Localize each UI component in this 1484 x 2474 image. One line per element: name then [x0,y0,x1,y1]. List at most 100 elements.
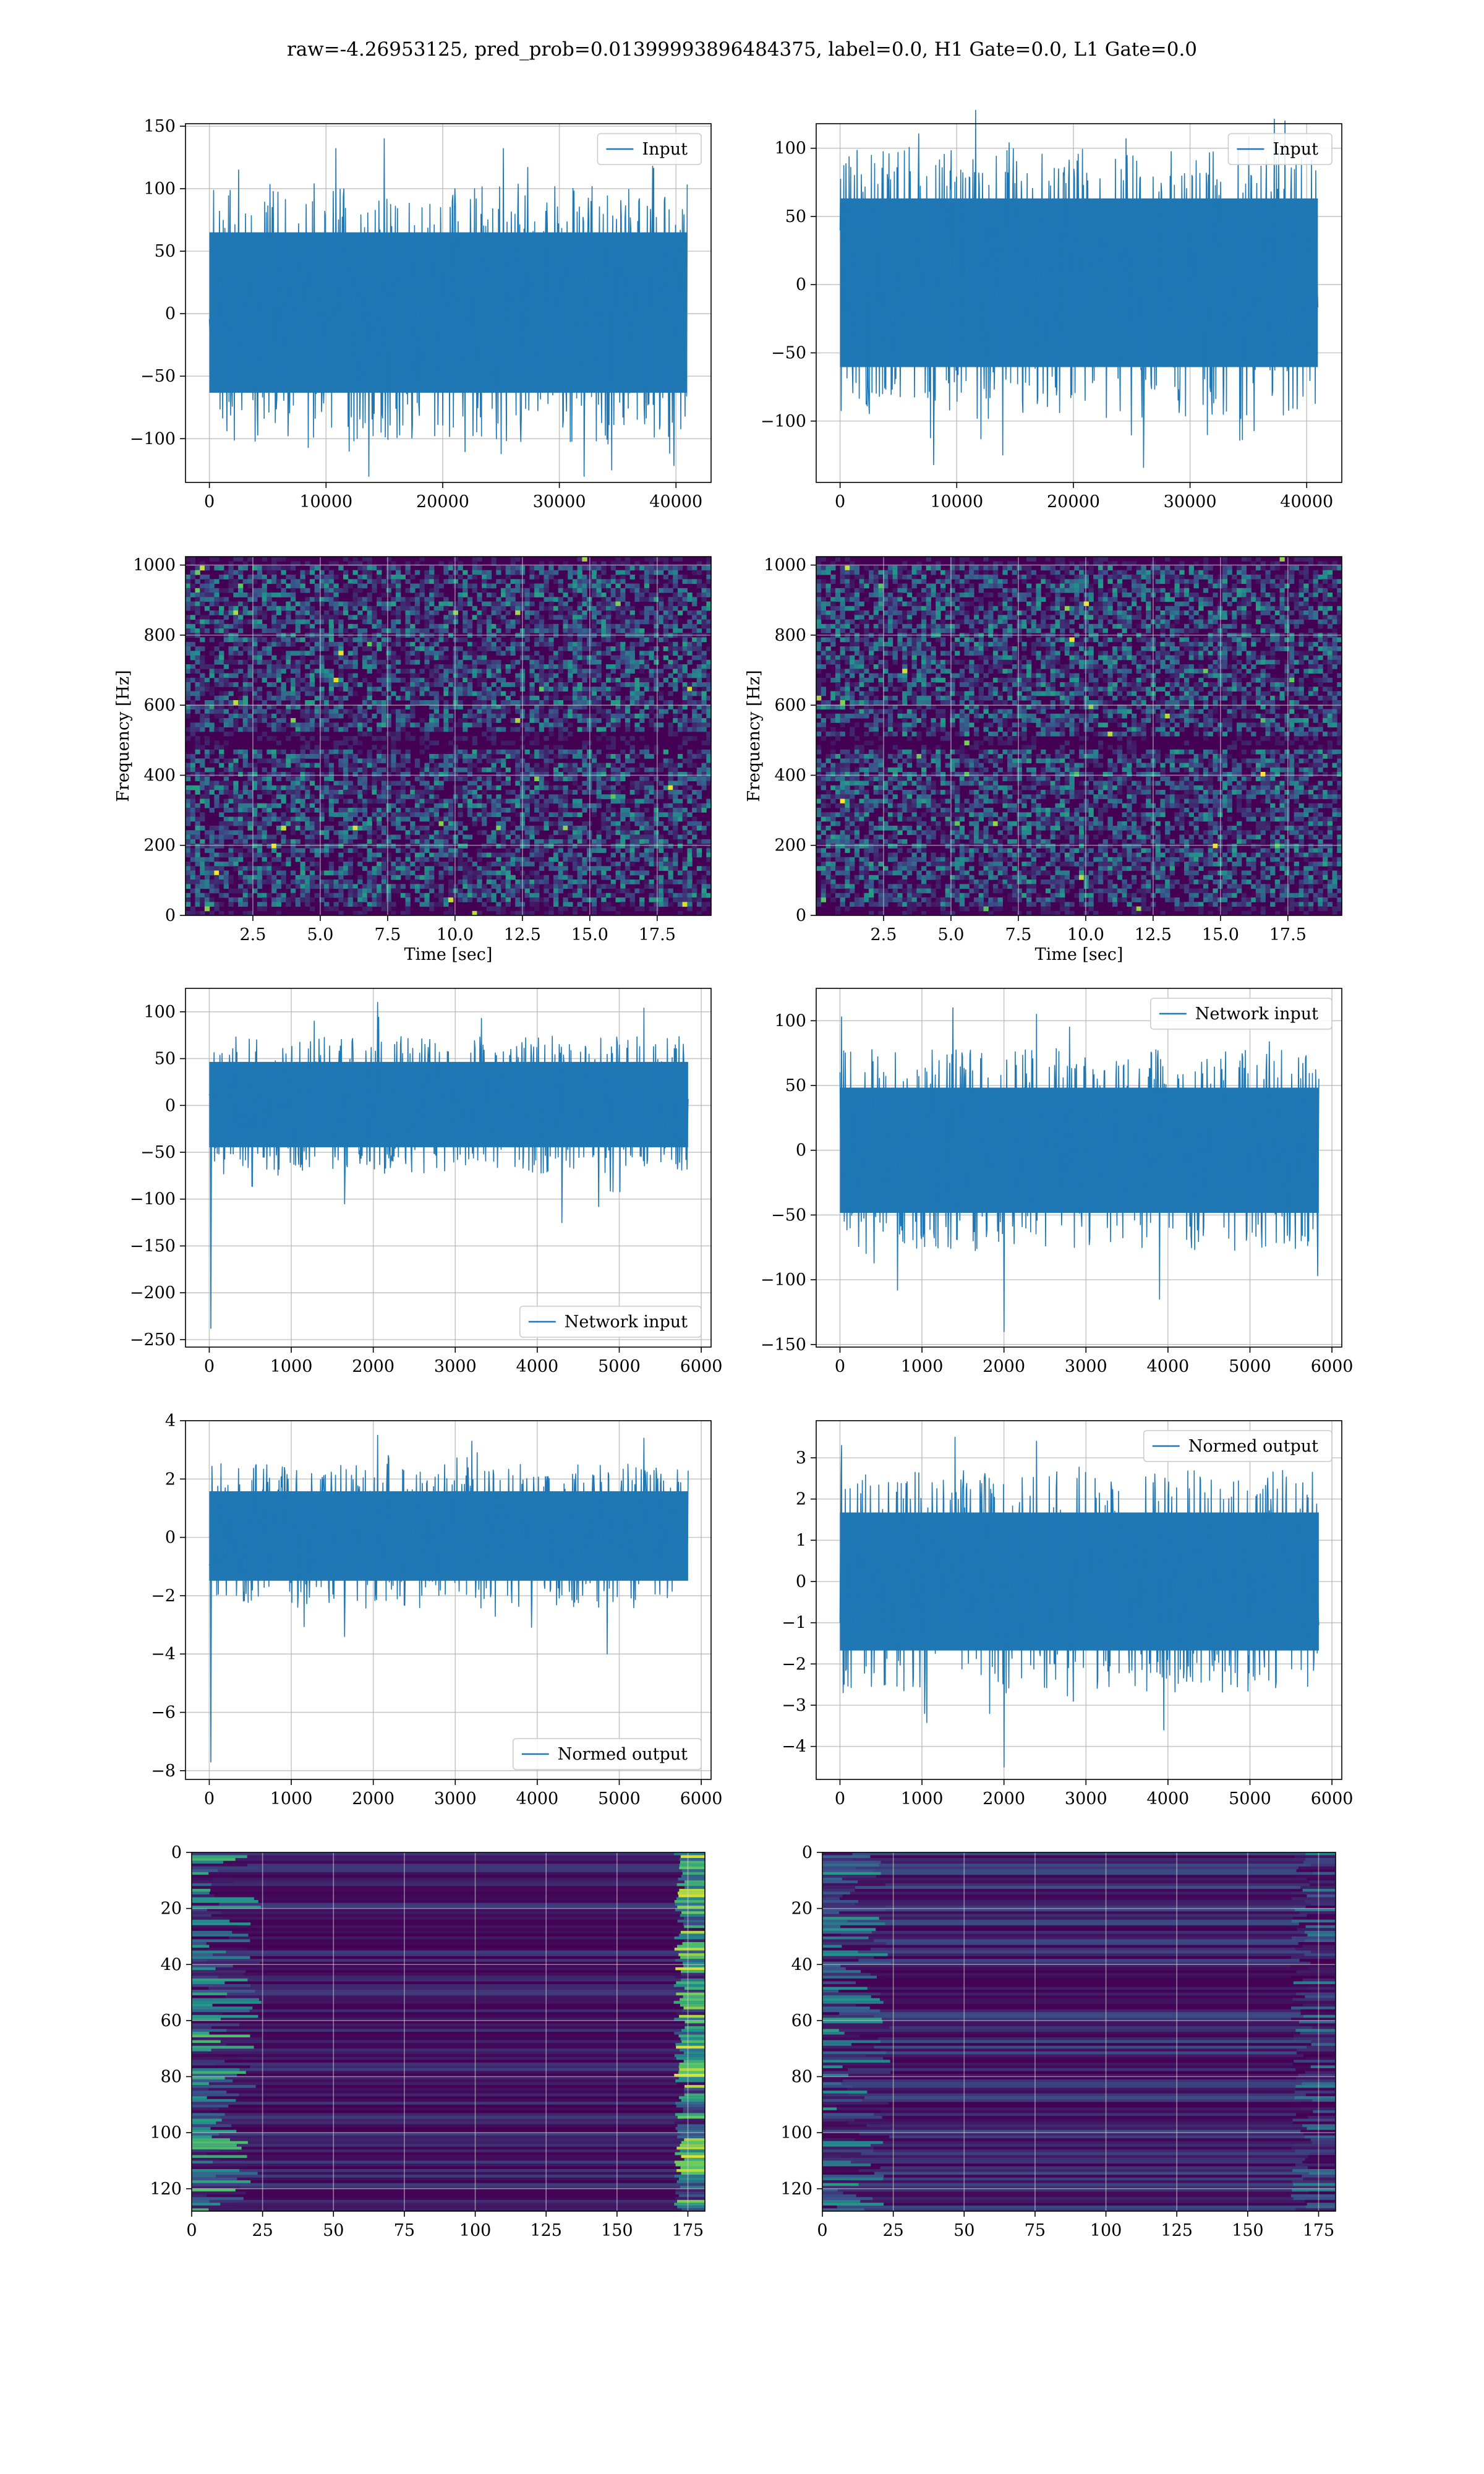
heatmap-cell [429,794,435,800]
heatmap-cell [405,659,411,665]
heatmap-cell [190,583,195,589]
heatmap-cell [200,884,205,889]
heatmap-cell [333,781,339,786]
heatmap-cell [242,781,248,786]
heatmap-cell [558,763,563,768]
heatmap-cell [343,839,349,844]
heatmap-cell [242,637,248,643]
heatmap-cell [486,754,492,759]
heatmap-cell [333,740,339,746]
heatmap-cell [305,888,310,894]
heatmap-cell [438,897,444,902]
heatmap-cell [195,628,200,633]
heatmap-cell [582,892,587,898]
heatmap-cell [463,866,468,871]
heatmap-cell [271,637,277,643]
heatmap-cell [515,704,521,710]
heatmap-cell [257,606,263,611]
heatmap-cell [209,834,215,840]
heatmap-cell [629,745,635,750]
heatmap-cell [271,718,277,723]
heatmap-cell [634,790,640,795]
heatmap-cell [544,749,549,755]
heatmap-cell [515,727,521,732]
heatmap-cell [539,897,545,902]
heatmap-cell [228,852,234,858]
heatmap-cell [663,606,668,611]
heatmap-cell [343,709,349,714]
heatmap-cell [352,844,358,849]
heatmap-cell [644,664,650,669]
heatmap-cell [615,628,621,633]
heatmap-cell [544,570,549,575]
heatmap-cell [629,758,635,764]
heatmap-cell [295,821,301,826]
heatmap-cell [305,597,310,602]
heatmap-cell [606,776,612,782]
heatmap-cell [286,790,291,795]
heatmap-cell [238,593,244,597]
heatmap-cell [467,808,473,813]
heatmap-cell [328,623,335,629]
heatmap-cell [610,561,616,567]
heatmap-cell [659,557,664,562]
heatmap-cell [558,852,563,858]
heatmap-cell [362,763,368,768]
heatmap-cell [343,812,349,818]
heatmap-cell [305,601,310,607]
heatmap-cell [529,816,535,822]
heatmap-cell [443,655,449,661]
heatmap-cell [391,691,396,696]
heatmap-cell [267,839,272,844]
heatmap-cell [381,812,387,818]
heatmap-cell [438,637,444,643]
heatmap-cell [644,798,650,804]
heatmap-cell [515,673,521,678]
heatmap-cell [267,816,272,822]
heatmap-cell [501,830,506,836]
heatmap-cell [228,767,234,773]
heatmap-cell [343,664,349,669]
heatmap-cell [582,727,587,732]
heatmap-cell [405,772,411,777]
heatmap-cell [458,664,463,669]
heatmap-cell [419,628,425,633]
heatmap-cell [591,722,597,728]
heatmap-cell [548,906,554,912]
heatmap-cell [300,888,305,894]
heatmap-cell [324,808,330,813]
heatmap-cell [496,687,501,692]
heatmap-cell [209,767,215,773]
heatmap-cell [257,669,263,674]
heatmap-cell [281,557,286,562]
heatmap-cell [634,664,640,669]
heatmap-cell [649,880,654,884]
heatmap-cell [634,821,640,826]
heatmap-cell [572,713,578,719]
heatmap-cell [534,763,540,768]
heatmap-cell [281,687,286,692]
heatmap-cell [501,844,506,849]
heatmap-cell [539,709,545,714]
heatmap-cell [338,866,344,871]
heatmap-cell [410,826,416,831]
heatmap-cell [209,664,215,669]
heatmap-cell [228,673,234,678]
heatmap-cell [186,785,191,790]
heatmap-cell [377,575,382,580]
heatmap-cell [524,601,530,607]
heatmap-cell [433,583,440,589]
heatmap-cell [486,776,492,782]
heatmap-cell [453,763,458,768]
heatmap-cell [477,557,482,562]
heatmap-cell [467,798,473,804]
heatmap-cell [324,772,330,777]
heatmap-cell [190,763,195,768]
heatmap-cell [534,651,540,656]
heatmap-cell [381,610,387,615]
heatmap-cell [544,579,549,584]
heatmap-cell [601,816,607,822]
heatmap-cell [233,601,239,607]
heatmap-cell [314,659,320,665]
heatmap-cell [639,812,645,818]
